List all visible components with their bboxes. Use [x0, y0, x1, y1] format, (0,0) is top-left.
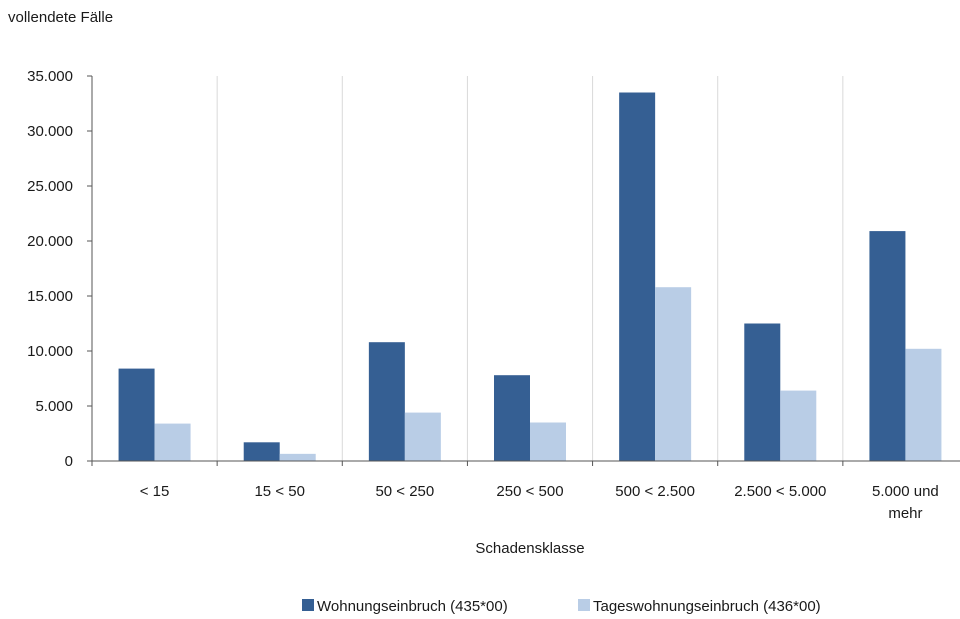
y-tick-label: 35.000 [27, 68, 73, 85]
x-tick-label: 50 < 250 [375, 483, 434, 500]
x-tick-labels: < 15 15 < 50 50 < 250 250 < 500 500 < 2.500 2… [140, 483, 939, 522]
legend: Wohnungseinbruch (435*00) Tageswohnungsei… [302, 598, 821, 615]
x-tick-label-line: 2.500 < 5.000 [734, 483, 826, 500]
x-tick-label: 2.500 < 5.000 [734, 483, 826, 500]
x-tick-label-line: < 15 [140, 483, 170, 500]
x-tick-label-line: 250 < 500 [496, 483, 563, 500]
y-tick-label: 20.000 [27, 233, 73, 250]
y-axis-label: vollendete Fälle [8, 9, 113, 26]
legend-label: Tageswohnungseinbruch (436*00) [593, 598, 821, 615]
x-tick-label: 15 < 50 [254, 483, 304, 500]
bar-wohnungseinbruch [368, 342, 405, 461]
y-tick-label: 10.000 [27, 343, 73, 360]
y-tick-label: 0 [65, 453, 73, 470]
bar-tageswohnungseinbruch [154, 423, 191, 461]
x-tick-label-line: 500 < 2.500 [615, 483, 695, 500]
x-tick-label: 500 < 2.500 [615, 483, 695, 500]
x-tick-label-line: 50 < 250 [375, 483, 434, 500]
gridlines [216, 76, 844, 461]
x-tick-label-line: mehr [888, 505, 922, 522]
y-tick-label: 25.000 [27, 178, 73, 195]
y-tick-label: 15.000 [27, 288, 73, 305]
axes [87, 75, 960, 466]
x-tick-label: 5.000 und mehr [872, 483, 939, 522]
bars [118, 92, 942, 461]
bar-wohnungseinbruch [744, 323, 781, 461]
legend-label: Wohnungseinbruch (435*00) [317, 598, 508, 615]
x-axis-label: Schadensklasse [475, 540, 584, 557]
x-tick-label-line: 15 < 50 [254, 483, 304, 500]
legend-swatch [302, 599, 314, 611]
legend-swatch [578, 599, 590, 611]
bar-tageswohnungseinbruch [655, 287, 692, 461]
y-tick-labels: 0 5.000 10.000 15.000 20.000 25.000 30.000 35.0… [27, 68, 73, 470]
y-tick-label: 30.000 [27, 123, 73, 140]
bar-tageswohnungseinbruch [279, 453, 316, 461]
bar-tageswohnungseinbruch [530, 422, 566, 461]
bar-tageswohnungseinbruch [780, 390, 817, 461]
bar-tageswohnungseinbruch [905, 348, 942, 461]
bar-wohnungseinbruch [243, 442, 280, 461]
bar-wohnungseinbruch [869, 231, 906, 461]
bar-tageswohnungseinbruch [404, 412, 441, 461]
bar-wohnungseinbruch [619, 92, 656, 461]
bar-wohnungseinbruch [118, 368, 155, 461]
y-tick-label: 5.000 [35, 398, 73, 415]
bar-wohnungseinbruch [494, 375, 530, 461]
x-tick-label: < 15 [140, 483, 170, 500]
x-tick-label: 250 < 500 [496, 483, 563, 500]
x-tick-label-line: 5.000 und [872, 483, 939, 500]
